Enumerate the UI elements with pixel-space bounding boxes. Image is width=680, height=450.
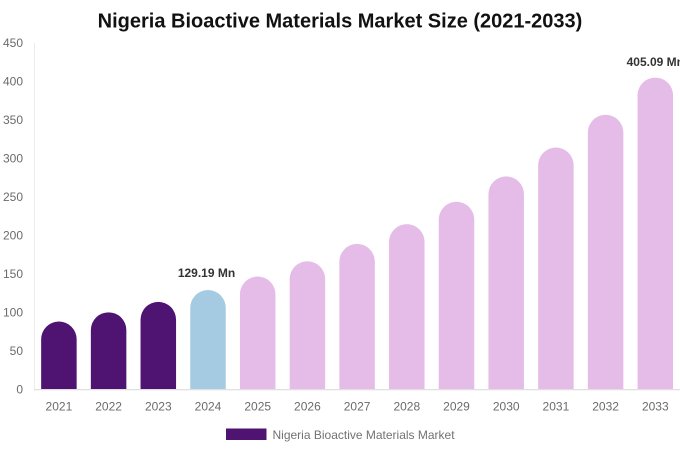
- svg-text:250: 250: [3, 190, 23, 204]
- svg-text:100: 100: [3, 306, 23, 320]
- svg-text:2027: 2027: [344, 400, 371, 414]
- svg-text:2024: 2024: [195, 400, 222, 414]
- svg-text:2029: 2029: [443, 400, 470, 414]
- svg-text:2022: 2022: [95, 400, 122, 414]
- svg-text:Nigeria Bioactive Materials Ma: Nigeria Bioactive Materials Market: [273, 428, 456, 442]
- svg-text:2031: 2031: [543, 400, 570, 414]
- svg-text:129.19 Mn: 129.19 Mn: [178, 266, 235, 280]
- svg-text:300: 300: [3, 152, 23, 166]
- svg-text:2021: 2021: [46, 400, 73, 414]
- svg-text:2028: 2028: [393, 400, 420, 414]
- svg-text:2026: 2026: [294, 400, 321, 414]
- svg-text:0: 0: [16, 383, 23, 397]
- svg-text:Nigeria Bioactive Materials Ma: Nigeria Bioactive Materials Market Size …: [98, 11, 583, 33]
- svg-text:2023: 2023: [145, 400, 172, 414]
- svg-text:2033: 2033: [642, 400, 669, 414]
- svg-text:405.09 Mn: 405.09 Mn: [627, 55, 680, 69]
- svg-text:2025: 2025: [244, 400, 271, 414]
- svg-text:2030: 2030: [493, 400, 520, 414]
- svg-text:200: 200: [3, 229, 23, 243]
- svg-text:450: 450: [3, 36, 23, 50]
- svg-text:2032: 2032: [592, 400, 619, 414]
- svg-text:50: 50: [10, 344, 24, 358]
- svg-text:400: 400: [3, 75, 23, 89]
- svg-text:350: 350: [3, 113, 23, 127]
- svg-text:150: 150: [3, 267, 23, 281]
